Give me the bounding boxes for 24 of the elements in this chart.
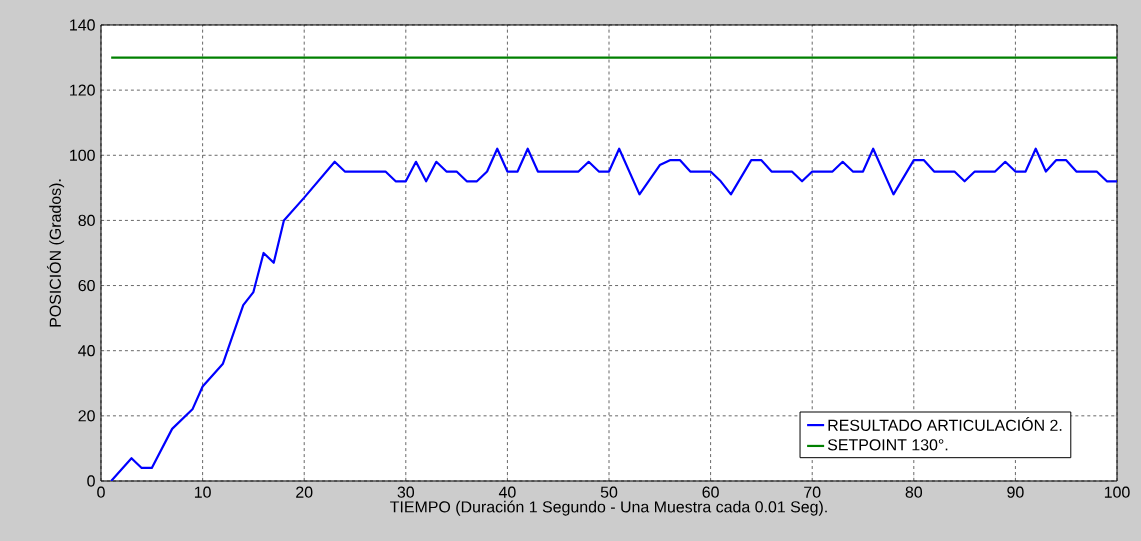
- y-axis-title: POSICIÓN (Grados).: [46, 179, 65, 327]
- x-tick-label: 40: [498, 486, 516, 498]
- x-tick-label: 0: [97, 486, 105, 498]
- x-tick-label: 20: [296, 486, 313, 498]
- y-tick-label: 100: [70, 149, 95, 161]
- x-tick-label: 100: [1104, 486, 1130, 498]
- y-tick-label: 0: [87, 475, 95, 487]
- x-tick-label: 30: [397, 486, 415, 498]
- x-tick-label: 90: [1007, 486, 1024, 498]
- legend-label: RESULTADO ARTICULACIÓN 2.: [828, 416, 1062, 431]
- y-tick-label: 20: [78, 410, 95, 422]
- y-tick-label: 140: [70, 19, 95, 31]
- y-tick-label: 80: [78, 214, 95, 227]
- y-tick-label: 120: [70, 84, 95, 96]
- x-tick-label: 70: [804, 486, 821, 498]
- legend-label: SETPOINT 130°.: [827, 439, 948, 451]
- x-tick-label: 60: [702, 486, 719, 498]
- x-tick-label: 50: [600, 486, 618, 498]
- x-tick-label: 10: [194, 486, 211, 498]
- x-axis-title: TIEMPO (Duración 1 Segundo - Una Muestra cada 0.01 Seg).: [390, 500, 827, 516]
- x-tick-label: 80: [905, 486, 923, 498]
- y-tick-label: 60: [78, 279, 95, 292]
- y-tick-label: 40: [78, 345, 95, 357]
- line-series: [110, 147, 1118, 481]
